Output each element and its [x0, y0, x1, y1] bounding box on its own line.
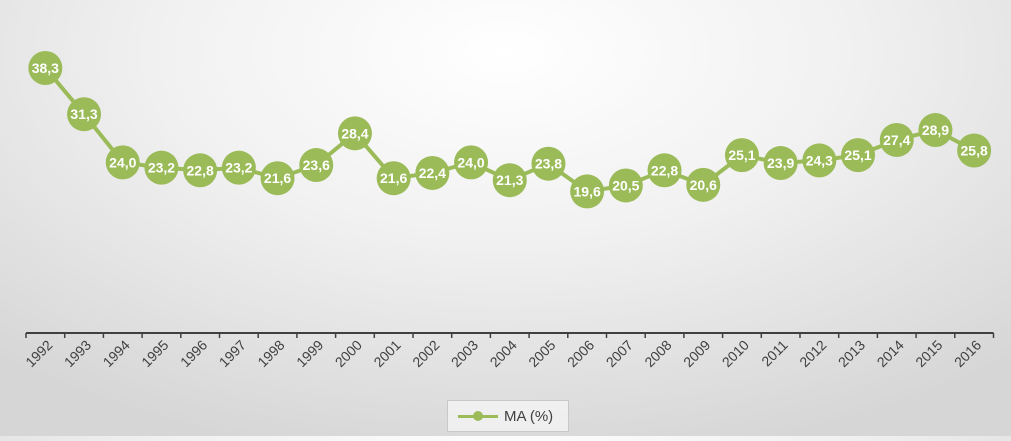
- data-label: 23,6: [303, 157, 330, 173]
- x-tick-label: 2012: [796, 337, 829, 370]
- data-point: [260, 161, 295, 196]
- data-label: 22,8: [187, 162, 214, 178]
- data-label: 22,8: [651, 162, 678, 178]
- legend-series-marker-icon: [458, 410, 498, 422]
- x-tick-label: 1998: [254, 337, 287, 370]
- data-label: 20,6: [690, 177, 717, 193]
- x-tick-label: 1992: [22, 337, 55, 370]
- data-point: [608, 168, 643, 203]
- data-point: [337, 116, 372, 151]
- data-label: 25,1: [844, 147, 871, 163]
- data-point: [183, 153, 218, 188]
- x-tick-label: 2007: [603, 337, 636, 370]
- data-point: [841, 138, 876, 173]
- x-tick-label: 1994: [100, 337, 133, 370]
- x-tick-label: 2006: [564, 337, 597, 370]
- data-label: 24,3: [806, 152, 833, 168]
- legend-series-label: MA (%): [504, 407, 554, 425]
- data-point: [67, 97, 102, 132]
- x-tick-label: 2001: [370, 337, 403, 370]
- data-label: 23,9: [767, 155, 794, 171]
- data-label: 24,0: [457, 154, 484, 170]
- data-label: 38,3: [32, 60, 59, 76]
- data-label: 21,6: [380, 170, 407, 186]
- data-point: [144, 150, 179, 185]
- data-point: [879, 122, 914, 157]
- data-point: [763, 146, 798, 181]
- x-tick-label: 2016: [951, 337, 984, 370]
- data-label: 28,9: [922, 122, 949, 138]
- data-point: [454, 145, 489, 180]
- data-point: [28, 51, 63, 85]
- x-tick-label: 2014: [874, 337, 907, 370]
- x-tick-label: 2009: [680, 337, 713, 370]
- data-point: [957, 133, 992, 168]
- data-point: [570, 174, 605, 209]
- data-label: 25,8: [961, 143, 988, 159]
- x-tick-label: 1995: [138, 337, 171, 370]
- data-point: [492, 163, 527, 198]
- x-tick-label: 2015: [912, 337, 945, 370]
- data-point: [918, 113, 953, 148]
- data-label: 23,2: [225, 160, 252, 176]
- data-label: 21,3: [496, 172, 523, 188]
- x-tick-label: 1999: [293, 337, 326, 370]
- data-label: 22,4: [419, 165, 446, 181]
- data-point: [221, 150, 256, 185]
- x-tick-label: 2003: [448, 337, 481, 370]
- data-label: 25,1: [728, 147, 755, 163]
- x-tick-label: 1993: [61, 337, 94, 370]
- data-label: 27,4: [883, 132, 910, 148]
- x-tick-label: 2002: [409, 337, 442, 370]
- x-tick-label: 1997: [216, 337, 249, 370]
- data-point: [415, 155, 450, 190]
- x-tick-label: 2011: [758, 337, 791, 370]
- data-label: 24,0: [109, 154, 136, 170]
- x-tick-label: 2000: [332, 337, 365, 370]
- x-tick-label: 2010: [719, 337, 752, 370]
- x-tick-label: 2005: [525, 337, 558, 370]
- data-point: [724, 138, 759, 173]
- chart-legend: MA (%): [447, 400, 569, 432]
- data-point: [376, 161, 411, 196]
- data-label: 28,4: [341, 125, 368, 141]
- x-tick-label: 1996: [177, 337, 210, 370]
- data-label: 23,8: [535, 156, 562, 172]
- data-point: [647, 153, 682, 188]
- data-point: [105, 145, 140, 180]
- data-point: [686, 167, 721, 202]
- data-point: [531, 146, 566, 181]
- data-label: 31,3: [70, 106, 97, 122]
- data-label: 19,6: [574, 183, 601, 199]
- data-point: [299, 148, 334, 183]
- x-tick-label: 2008: [641, 337, 674, 370]
- x-tick-label: 2004: [487, 337, 520, 370]
- data-point: [802, 143, 837, 178]
- x-tick-label: 2013: [835, 337, 868, 370]
- data-label: 20,5: [612, 177, 639, 193]
- data-label: 23,2: [148, 160, 175, 176]
- data-label: 21,6: [264, 170, 291, 186]
